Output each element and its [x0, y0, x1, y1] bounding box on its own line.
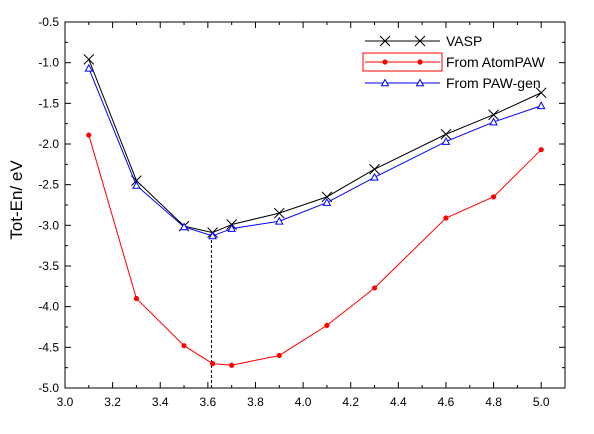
- legend-label: From AtomPAW: [446, 54, 546, 70]
- data-point-dot: [490, 194, 497, 200]
- data-point-x-marker: [440, 128, 452, 140]
- series-line: [88, 134, 542, 366]
- data-point-dot: [538, 147, 544, 153]
- data-point-dot: [443, 215, 449, 221]
- y-tick-label: -2.5: [38, 178, 59, 192]
- x-tick-label: 3.8: [247, 395, 264, 409]
- data-point-triangle: [132, 180, 141, 189]
- y-tick-label: -2.0: [38, 137, 59, 151]
- legend-label: VASP: [446, 33, 482, 49]
- y-tick-label: -3.5: [38, 259, 59, 273]
- data-point-x-marker: [414, 35, 426, 47]
- data-point-x-marker: [369, 163, 380, 175]
- data-point-stroke: [131, 175, 142, 186]
- data-point-stroke: [369, 163, 380, 175]
- data-point-dot: [210, 361, 216, 367]
- data-point-triangle: [441, 137, 451, 145]
- data-point-stroke: [440, 128, 452, 140]
- x-tick-label: 4.4: [390, 395, 407, 409]
- y-tick-label: -1.5: [38, 96, 59, 110]
- data-point-dot: [382, 59, 388, 65]
- data-point-triangle: [489, 117, 498, 126]
- data-point-x-marker: [535, 87, 547, 99]
- data-point-triangle: [536, 101, 546, 110]
- x-tick-label: 3.0: [57, 395, 74, 409]
- series-3: [84, 63, 546, 240]
- x-tick-label: 3.4: [152, 395, 169, 409]
- data-point-dot: [276, 352, 282, 359]
- data-point-x-marker: [83, 54, 95, 65]
- x-tick-label: 5.0: [533, 395, 550, 409]
- x-tick-label: 4.8: [485, 395, 502, 409]
- data-point-triangle: [370, 172, 379, 181]
- data-point-x-marker: [379, 35, 391, 47]
- data-point-triangle: [179, 222, 189, 231]
- data-point-x-marker: [321, 191, 333, 203]
- data-point-stroke: [83, 54, 95, 65]
- data-point-x-marker: [488, 109, 499, 121]
- data-point-stroke: [321, 191, 333, 203]
- x-tick-label: 4.0: [295, 395, 312, 409]
- data-point-x-marker: [273, 207, 285, 219]
- data-point-triangle: [84, 63, 94, 72]
- legend-highlight-box: [362, 52, 443, 72]
- x-tick-label: 3.2: [104, 395, 121, 409]
- data-point-stroke: [379, 35, 391, 47]
- y-axis-label: Tot-En/ eV: [7, 160, 26, 240]
- data-point-dot: [133, 295, 140, 302]
- series-line: [88, 68, 542, 237]
- data-point-triangle: [208, 231, 217, 240]
- y-tick-label: -4.0: [38, 300, 59, 314]
- data-point-triangle: [380, 78, 390, 87]
- y-tick-label: -1.0: [38, 56, 59, 70]
- y-tick-label: -0.5: [38, 15, 59, 29]
- x-tick-label: 4.2: [342, 395, 359, 409]
- data-point-stroke: [273, 207, 285, 219]
- x-tick-label: 4.6: [438, 395, 455, 409]
- data-point-triangle: [227, 224, 237, 232]
- legend-item-1: VASP: [365, 33, 482, 49]
- y-tick-label: -3.0: [38, 218, 59, 232]
- legend-item-2: From AtomPAW: [362, 52, 546, 72]
- data-point-stroke: [414, 35, 426, 47]
- data-point-dot: [86, 132, 92, 138]
- y-tick-label: -5.0: [38, 381, 59, 395]
- data-point-triangle: [322, 198, 332, 206]
- legend-label: From PAW-gen: [446, 75, 541, 91]
- data-point-triangle: [415, 78, 425, 87]
- data-point-dot: [324, 322, 330, 328]
- data-point-dot: [229, 362, 235, 368]
- legend-item-3: From PAW-gen: [365, 75, 541, 91]
- data-point-dot: [181, 343, 187, 349]
- x-tick-label: 3.6: [200, 395, 217, 409]
- data-point-stroke: [488, 109, 499, 121]
- series-2: [86, 132, 544, 368]
- data-point-dot: [417, 59, 423, 65]
- data-point-dot: [371, 285, 378, 291]
- data-point-triangle: [274, 216, 284, 225]
- y-tick-label: -4.5: [38, 340, 59, 354]
- data-point-stroke: [535, 87, 547, 99]
